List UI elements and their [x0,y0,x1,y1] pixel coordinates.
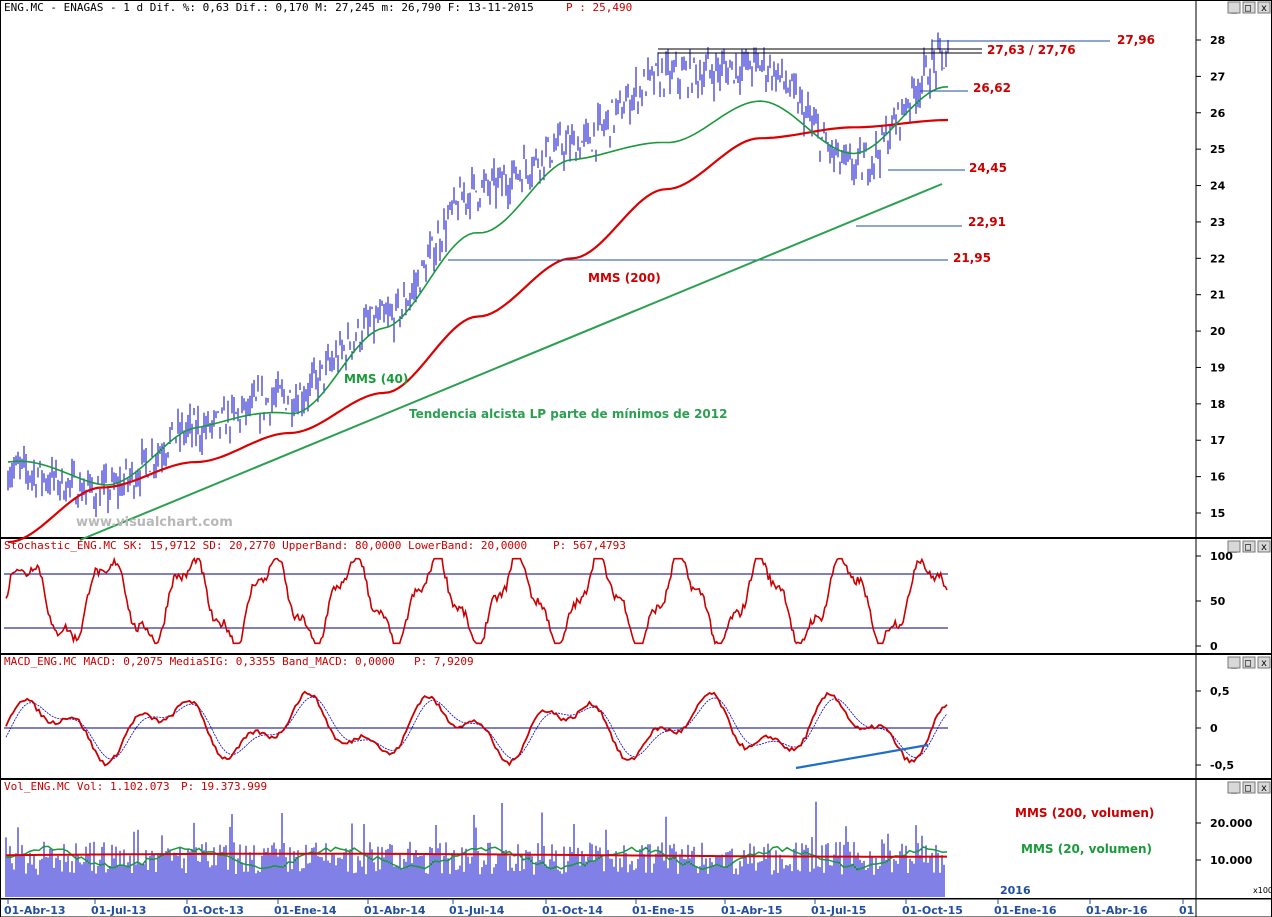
x-tick-label: 01 [1179,904,1194,917]
trend-line [79,183,943,541]
watermark: www.visualchart.com [76,515,233,530]
x-tick-label: 01-Abr-14 [364,904,426,917]
level-2662-label: 26,62 [973,81,1011,95]
price-y-tick: 22 [1210,252,1225,265]
price-y-tick: 17 [1210,434,1225,447]
year-label: 2016 [1000,884,1031,897]
maximize-button[interactable]: □ [1245,658,1251,669]
stoch-y-tick: 0 [1210,640,1218,653]
macd-panel [0,654,1272,779]
mms200-label: MMS (200) [588,271,661,285]
price-header-p: P : 25,490 [566,1,632,14]
volume-unit: x100 [1253,886,1272,895]
price-y-tick: 28 [1210,34,1225,47]
macd-window-controls[interactable]: _ □ x [1227,656,1271,669]
mms200-line [7,118,949,544]
x-tick-label: 01-Abr-16 [1086,904,1148,917]
macd-signal-line [5,696,948,760]
vol-header: Vol_ENG.MC Vol: 1.102.073 [4,780,170,793]
stoch-panel [0,538,1272,654]
mms40-label: MMS (40) [344,372,408,386]
price-series [7,32,949,544]
macd-y-tick: 0 [1210,722,1218,735]
macd-header: MACD_ENG.MC MACD: 0,2075 MediaSIG: 0,335… [4,655,395,668]
stoch-header-p: P: 567,4793 [553,539,626,552]
y-axis-ticks: 28 27 26 25 24 23 22 21 20 19 18 17 16 15 100 50 0 0,5 0 -0… [1196,34,1253,867]
macd-y-tick: -0,5 [1210,759,1234,772]
price-y-tick: 25 [1210,143,1225,156]
x-tick-label: 01-Jul-15 [811,904,866,917]
volume-y-tick: 10.000 [1210,854,1253,867]
mms20-volume-label: MMS (20, volumen) [1021,842,1152,856]
minimize-button[interactable]: _ [1231,542,1238,553]
indicator-series [4,556,948,770]
level-lines [79,40,1110,541]
vol-header-p: P: 19.373.999 [181,780,267,793]
price-y-tick: 18 [1210,398,1225,411]
x-tick-label: 01-Oct-15 [902,904,963,917]
x-tick-label: 01-Ene-16 [994,904,1057,917]
x-tick-label: 01-Abr-13 [4,904,66,917]
macd-line [5,690,948,767]
price-window-controls[interactable]: _ □ x [1227,1,1271,14]
close-button[interactable]: x [1261,3,1267,14]
volume-mms200-line [6,852,947,858]
close-button[interactable]: x [1261,783,1267,794]
maximize-button[interactable]: □ [1245,783,1251,794]
stoch-header: Stochastic_ENG.MC SK: 15,9712 SD: 20,277… [4,539,527,552]
level-2195-label: 21,95 [953,251,991,265]
x-tick-label: 01-Oct-13 [183,904,244,917]
stoch-window-controls[interactable]: _ □ x [1227,540,1271,553]
close-button[interactable]: x [1261,658,1267,669]
price-y-tick: 19 [1210,361,1225,374]
maximize-button[interactable]: □ [1245,3,1251,14]
x-axis-ticks: 01-Abr-13 01-Jul-13 01-Oct-13 01-Ene-14 01-A… [4,899,1194,917]
minimize-button[interactable]: _ [1231,783,1238,794]
volume-bars [5,801,948,897]
price-y-tick: 27 [1210,70,1225,83]
price-y-tick: 21 [1210,289,1225,302]
price-y-tick: 23 [1210,216,1225,229]
stoch-y-tick: 100 [1210,550,1233,563]
price-y-tick: 15 [1210,507,1225,520]
x-tick-label: 01-Jul-13 [91,904,146,917]
trend-label: Tendencia alcista LP parte de mínimos de… [409,407,727,421]
macd-header-p: P: 7,9209 [414,655,474,668]
x-tick-label: 01-Abr-15 [721,904,783,917]
price-y-tick: 20 [1210,325,1226,338]
price-header: ENG.MC - ENAGAS - 1 d Dif. %: 0,63 Dif.:… [4,1,534,14]
stoch-y-tick: 50 [1210,595,1226,608]
x-tick-label: 01-Ene-15 [632,904,695,917]
maximize-button[interactable]: □ [1245,542,1251,553]
vol-window-controls[interactable]: _ □ x [1227,781,1271,794]
mms40-line [7,86,949,486]
minimize-button[interactable]: _ [1231,3,1238,14]
price-y-tick: 24 [1210,180,1226,193]
level-2796-label: 27,96 [1117,33,1155,47]
x-tick-label: 01-Jul-14 [449,904,505,917]
mms200-volume-label: MMS (200, volumen) [1015,806,1154,820]
price-y-tick: 26 [1210,107,1226,120]
level-2445-label: 24,45 [969,161,1007,175]
volume-y-tick: 20.000 [1210,817,1253,830]
macd-divergence-line [795,743,929,770]
macd-y-tick: 0,5 [1210,685,1230,698]
stoch-sk-line [5,556,948,645]
close-button[interactable]: x [1261,542,1267,553]
level-2763-label: 27,63 / 27,76 [987,43,1076,57]
price-y-tick: 16 [1210,471,1226,484]
x-tick-label: 01-Ene-14 [274,904,337,917]
x-tick-label: 01-Oct-14 [542,904,603,917]
minimize-button[interactable]: _ [1231,658,1238,669]
level-2291-label: 22,91 [968,215,1006,229]
